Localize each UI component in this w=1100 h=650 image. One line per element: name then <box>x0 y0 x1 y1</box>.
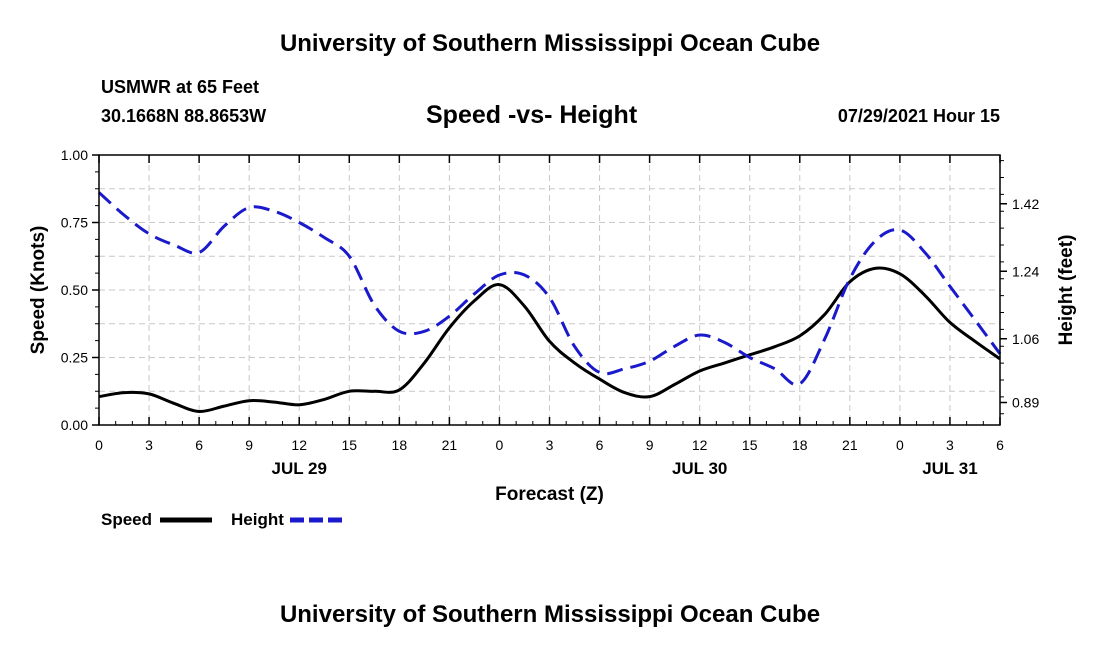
station-coordinates: 30.1668N 88.8653W <box>101 106 267 126</box>
y-tick-label: 0.50 <box>61 282 88 298</box>
x-date-label: JUL 30 <box>672 459 727 478</box>
chart-subtitle: Speed -vs- Height <box>426 101 638 129</box>
footer-title: University of Southern Mississippi Ocean… <box>279 601 821 628</box>
x-tick-label: 6 <box>596 437 604 453</box>
x-tick-label: 6 <box>195 437 203 453</box>
x-tick-label: 0 <box>496 437 504 453</box>
x-axis-title: Forecast (Z) <box>495 484 604 505</box>
x-tick-label: 15 <box>742 437 758 453</box>
x-tick-label: 9 <box>245 437 253 453</box>
x-date-label: JUL 31 <box>922 459 977 478</box>
legend-height-label: Height <box>231 510 284 529</box>
y-tick-label: 1.00 <box>61 147 88 163</box>
x-tick-label: 18 <box>392 437 408 453</box>
y-axis-title: Speed (Knots) <box>28 226 49 355</box>
y2-tick-label: 1.24 <box>1012 263 1039 279</box>
x-tick-label: 0 <box>95 437 103 453</box>
x-tick-label: 3 <box>546 437 554 453</box>
y2-tick-label: 0.89 <box>1012 395 1039 411</box>
x-tick-label: 21 <box>842 437 858 453</box>
y-tick-label: 0.75 <box>61 215 88 231</box>
forecast-datetime: 07/29/2021 Hour 15 <box>837 106 1000 126</box>
x-tick-label: 18 <box>792 437 808 453</box>
x-date-label: JUL 29 <box>271 459 326 478</box>
x-tick-label: 12 <box>692 437 708 453</box>
x-tick-label: 3 <box>946 437 954 453</box>
y2-tick-label: 1.06 <box>1012 331 1039 347</box>
chart-main-title: University of Southern Mississippi Ocean… <box>279 30 821 57</box>
x-tick-label: 15 <box>341 437 357 453</box>
y2-tick-label: 1.42 <box>1012 196 1039 212</box>
series-line-speed <box>98 266 1001 414</box>
x-tick-label: 9 <box>646 437 654 453</box>
x-tick-label: 21 <box>442 437 458 453</box>
x-tick-label: 6 <box>996 437 1004 453</box>
x-tick-label: 0 <box>896 437 904 453</box>
y-tick-label: 0.25 <box>61 350 88 366</box>
station-name: USMWR at 65 Feet <box>101 77 260 97</box>
legend-speed-label: Speed <box>101 510 153 529</box>
x-tick-label: 12 <box>291 437 307 453</box>
x-tick-label: 3 <box>145 437 153 453</box>
y-tick-label: 0.00 <box>61 417 88 433</box>
y2-axis-title: Height (feet) <box>1056 235 1077 346</box>
